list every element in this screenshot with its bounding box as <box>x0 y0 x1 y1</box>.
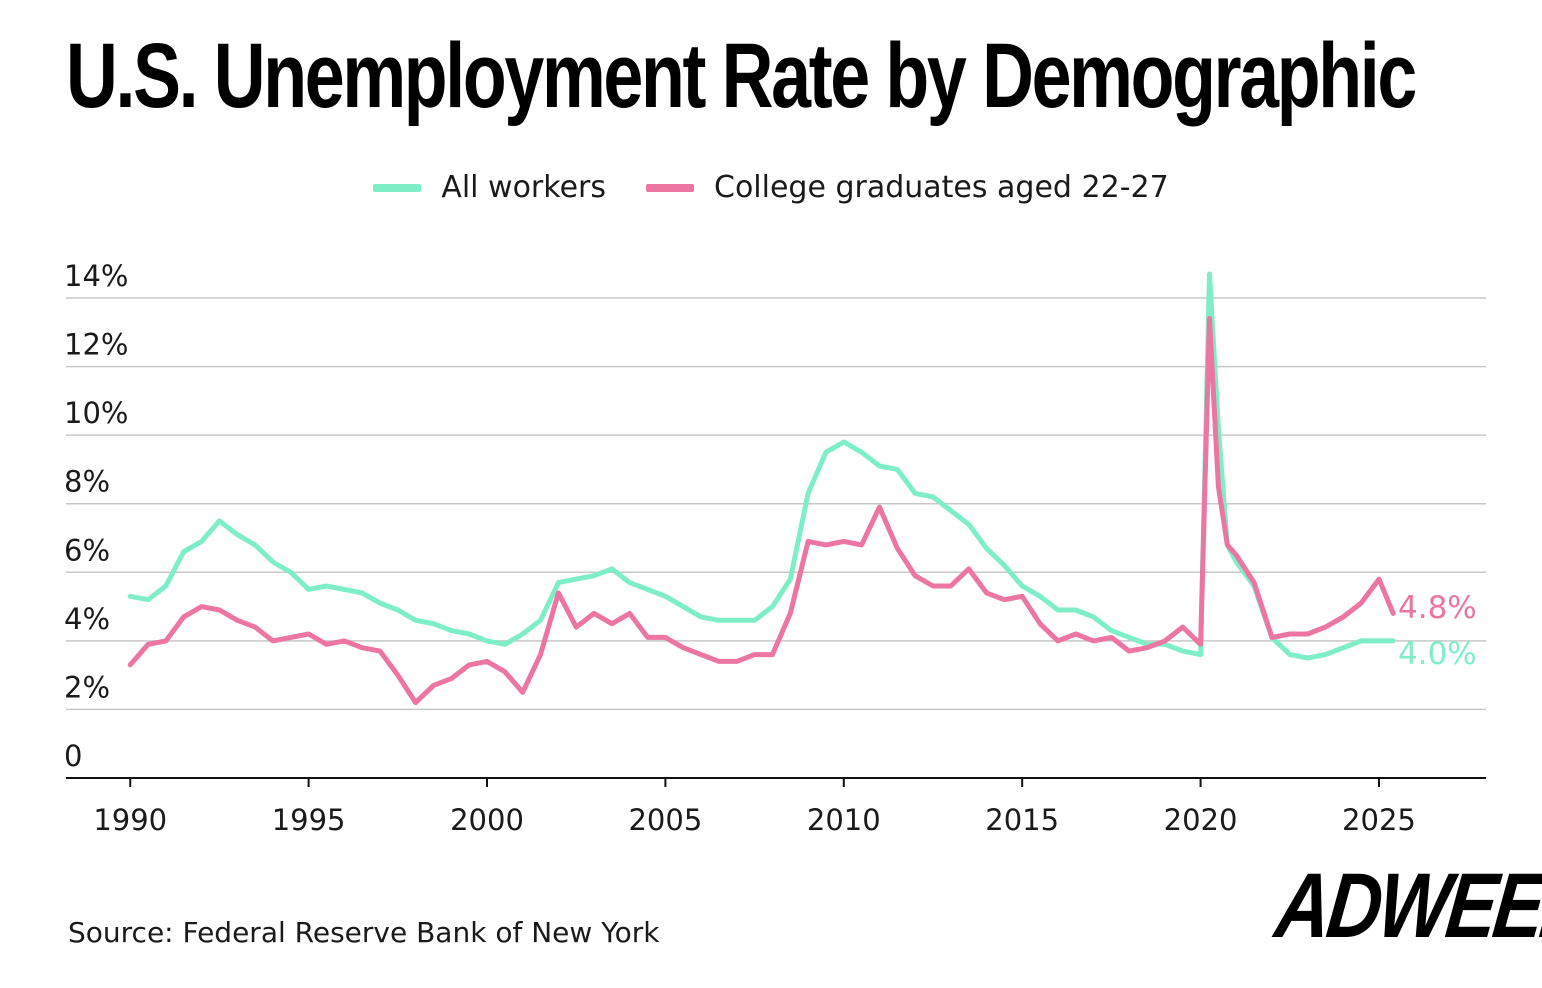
x-tick-label: 2010 <box>807 803 881 837</box>
y-tick-label: 4% <box>64 602 110 636</box>
series-line-college-graduates <box>127 316 1396 706</box>
legend-swatch-college-graduates <box>646 183 694 192</box>
y-tick-label: 8% <box>64 465 110 499</box>
legend-label-all-workers: All workers <box>441 170 606 205</box>
y-tick-label: 6% <box>64 533 110 567</box>
legend-label-college-graduates: College graduates aged 22-27 <box>714 170 1169 205</box>
y-tick-label: 10% <box>64 396 128 430</box>
x-tick-label: 1995 <box>272 803 346 837</box>
x-tick-label: 1990 <box>93 803 167 837</box>
y-tick-label: 14% <box>64 259 128 293</box>
source-note: Source: Federal Reserve Bank of New York <box>68 916 660 949</box>
x-tick-label: 2005 <box>628 803 702 837</box>
end-label-college-graduates: 4.8% <box>1398 590 1477 626</box>
y-tick-label: 2% <box>64 670 110 704</box>
y-tick-label: 12% <box>64 328 128 362</box>
x-tick-label: 2015 <box>985 803 1059 837</box>
x-tick-label: 2025 <box>1342 803 1416 837</box>
x-tick-label: 2000 <box>450 803 524 837</box>
x-tick-label: 2020 <box>1164 803 1238 837</box>
chart-title: U.S. Unemployment Rate by Demographic <box>66 25 1417 127</box>
end-label-all-workers: 4.0% <box>1398 636 1477 672</box>
legend-swatch-all-workers <box>373 183 422 192</box>
y-tick-label: 0 <box>64 739 82 773</box>
legend: All workers College graduates aged 22-27 <box>0 170 1542 205</box>
legend-item-college-graduates: College graduates aged 22-27 <box>646 170 1169 205</box>
adweek-logo: ADWEEK <box>1270 855 1542 957</box>
legend-item-all-workers: All workers <box>373 170 606 205</box>
